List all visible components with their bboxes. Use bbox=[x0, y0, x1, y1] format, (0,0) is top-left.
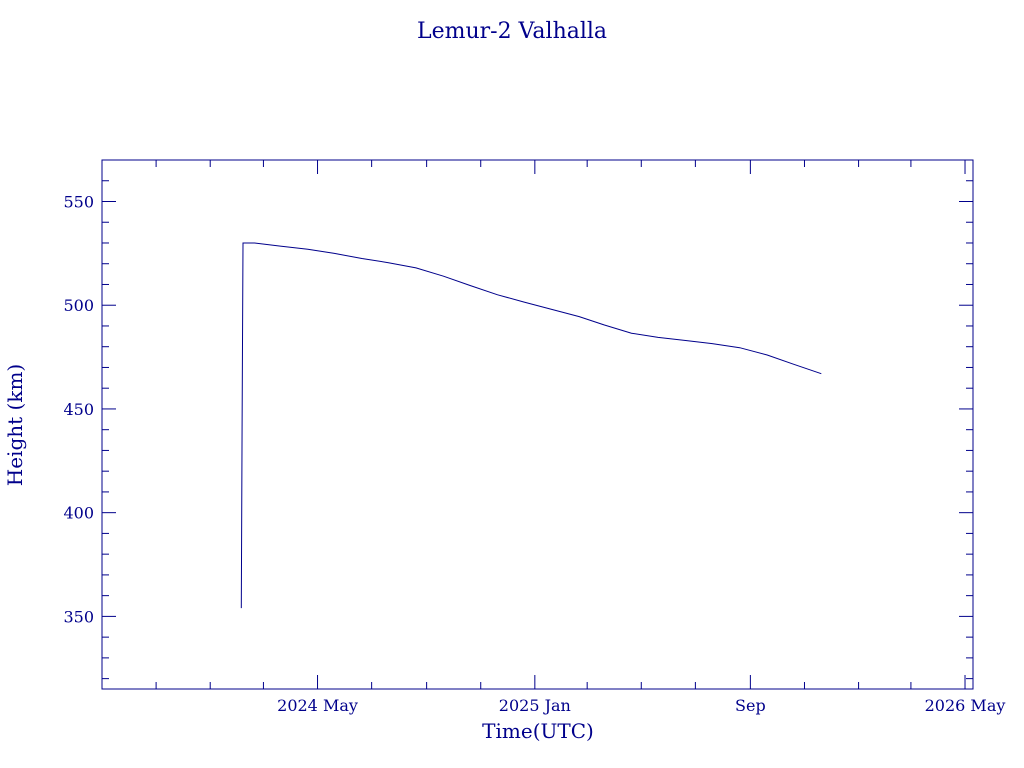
y-tick-label: 350 bbox=[63, 607, 94, 626]
x-tick-label: 2024 May bbox=[277, 696, 358, 715]
series-group bbox=[240, 242, 822, 609]
plot-frame bbox=[101, 159, 974, 690]
series-line bbox=[240, 242, 822, 609]
y-tick-label: 550 bbox=[63, 192, 94, 211]
x-tick-label: 2025 Jan bbox=[499, 696, 571, 715]
axis-ticks bbox=[102, 159, 973, 689]
x-tick-label: 2026 May bbox=[925, 696, 1006, 715]
chart-title: Lemur-2 Valhalla bbox=[417, 19, 607, 44]
y-tick-label: 400 bbox=[63, 504, 94, 523]
x-tick-label: Sep bbox=[735, 696, 766, 715]
y-tick-label: 500 bbox=[63, 296, 94, 315]
y-tick-label: 450 bbox=[63, 400, 94, 419]
axis-tick-labels: 350 400 450 500 550 2024 May 2025 Jan Sep 2026 M… bbox=[63, 192, 1005, 715]
y-axis-title: Height (km) bbox=[3, 364, 27, 486]
x-axis-title: Time(UTC) bbox=[482, 719, 594, 743]
